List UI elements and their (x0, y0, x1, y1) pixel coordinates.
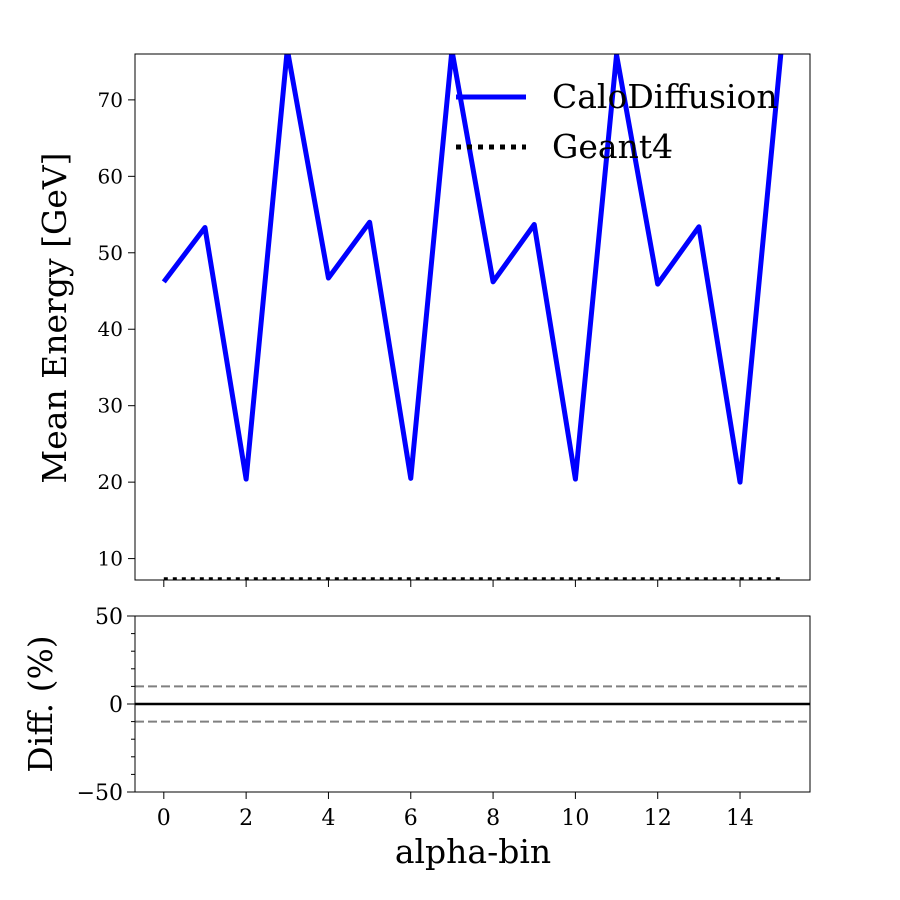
x-tick-label-2: 2 (239, 806, 253, 831)
top-y-tick-label-40: 40 (98, 317, 123, 341)
x-tick-label-6: 6 (404, 806, 418, 831)
top-y-axis-title: Mean Energy [GeV] (35, 152, 74, 483)
bottom-y-tick-label-0: −50 (77, 781, 123, 806)
top-y-tick-label-30: 30 (98, 394, 123, 418)
top-plot-frame (134, 53, 811, 581)
top-panel: 10 20 30 40 50 60 70 CaloDiffusion Geant4 (98, 53, 811, 587)
x-tick-label-12: 12 (644, 806, 672, 831)
legend-label-calodiffusion: CaloDiffusion (552, 77, 778, 116)
bottom-y-tick-label-2: 50 (95, 605, 123, 630)
bottom-y-tick-label-1: 0 (109, 693, 123, 718)
top-y-tick-label-60: 60 (98, 164, 123, 188)
x-tick-label-8: 8 (486, 806, 500, 831)
top-y-tick-label-10: 10 (98, 547, 123, 571)
series-line-calodiffusion (161, 54, 784, 485)
top-y-tick-label-20: 20 (98, 470, 123, 494)
top-y-tick-label-50: 50 (98, 241, 123, 265)
top-y-tick-label-70: 70 (98, 88, 123, 112)
bottom-y-axis-title: Diff. (%) (21, 635, 60, 772)
x-tick-label-14: 14 (726, 806, 754, 831)
x-tick-label-0: 0 (157, 806, 171, 831)
x-tick-label-10: 10 (561, 806, 589, 831)
bottom-panel: −50 0 50 0 2 4 6 8 10 12 14 (77, 605, 811, 831)
x-axis-title: alpha-bin (395, 832, 551, 871)
x-tick-label-4: 4 (321, 806, 335, 831)
legend-label-geant4: Geant4 (552, 127, 673, 166)
